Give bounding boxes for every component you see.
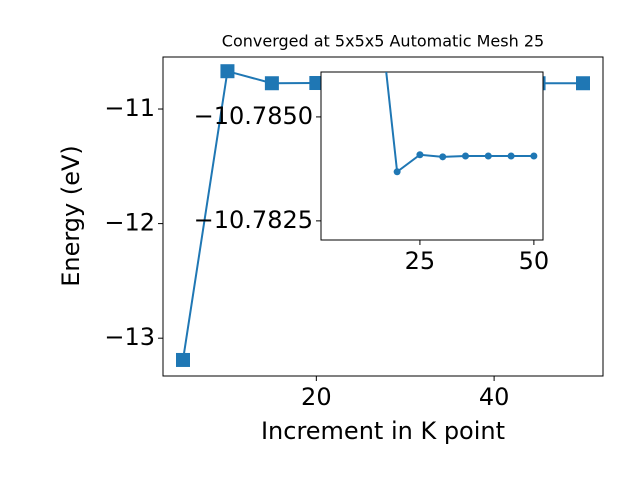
x-tick-label: 50: [519, 247, 550, 275]
y-tick-label: −12: [104, 209, 155, 237]
point: [576, 76, 590, 91]
plot-layer: [385, 72, 538, 176]
y-axis-label: Energy (eV): [57, 145, 85, 287]
y-tick-label: −11: [104, 94, 155, 122]
series-line: [385, 72, 534, 174]
point: [439, 153, 447, 161]
point: [220, 64, 235, 79]
point: [484, 152, 492, 160]
x-axis-label: Increment in K point: [261, 417, 505, 445]
x-tick-label: 40: [479, 383, 510, 411]
y-tick-label: −13: [104, 323, 155, 351]
point: [393, 168, 401, 176]
point: [530, 152, 538, 160]
point: [462, 152, 470, 160]
y-tick-label: −10.7850: [194, 102, 313, 130]
chart-title: Converged at 5x5x5 Automatic Mesh 25: [222, 32, 544, 51]
point: [309, 76, 324, 91]
y-tick-label: −10.7825: [194, 206, 313, 234]
point: [416, 151, 424, 159]
point: [264, 76, 279, 91]
x-tick-label: 20: [301, 383, 332, 411]
x-tick-label: 25: [405, 247, 436, 275]
point: [176, 352, 190, 367]
point: [507, 152, 515, 160]
